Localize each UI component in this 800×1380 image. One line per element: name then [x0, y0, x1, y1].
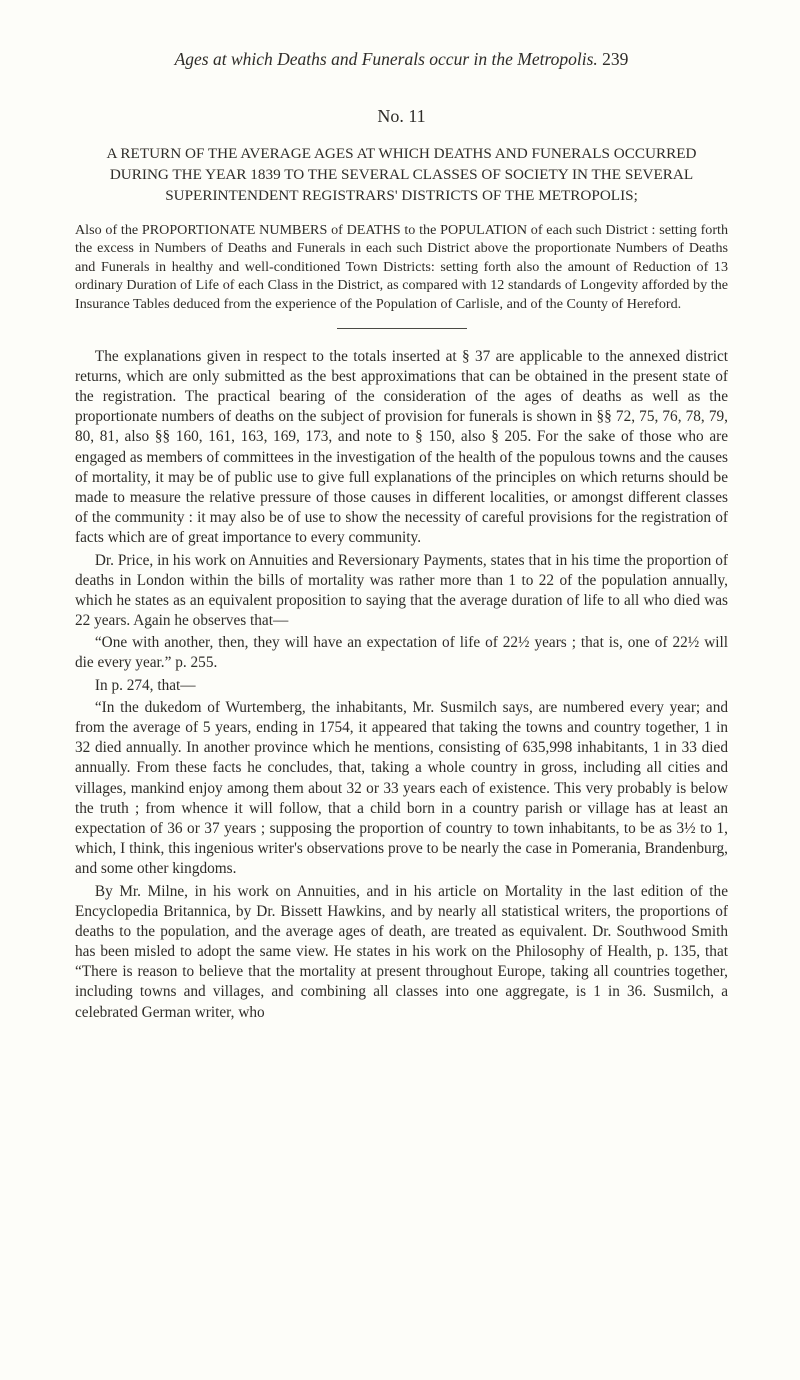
page-number: 239	[602, 49, 628, 69]
paragraph: Dr. Price, in his work on Annuities and …	[75, 551, 728, 632]
scanned-page: Ages at which Deaths and Funerals occur …	[0, 0, 800, 1380]
article-title: A RETURN OF THE AVERAGE AGES AT WHICH DE…	[75, 143, 728, 207]
paragraph: “In the dukedom of Wurtemberg, the inhab…	[75, 698, 728, 880]
paragraph: “One with another, then, they will have …	[75, 633, 728, 673]
subtitle-also: Also of the PROPORTIONATE NUMBERS of DEA…	[75, 221, 728, 314]
body-text: The explanations given in respect to the…	[75, 347, 728, 1023]
paragraph: By Mr. Milne, in his work on Annuities, …	[75, 882, 728, 1023]
running-head: Ages at which Deaths and Funerals occur …	[75, 48, 728, 71]
paragraph: In p. 274, that—	[75, 676, 728, 696]
divider-rule	[337, 328, 467, 329]
paragraph: The explanations given in respect to the…	[75, 347, 728, 549]
running-head-title: Ages at which Deaths and Funerals occur …	[175, 49, 598, 69]
article-number: No. 11	[75, 105, 728, 129]
